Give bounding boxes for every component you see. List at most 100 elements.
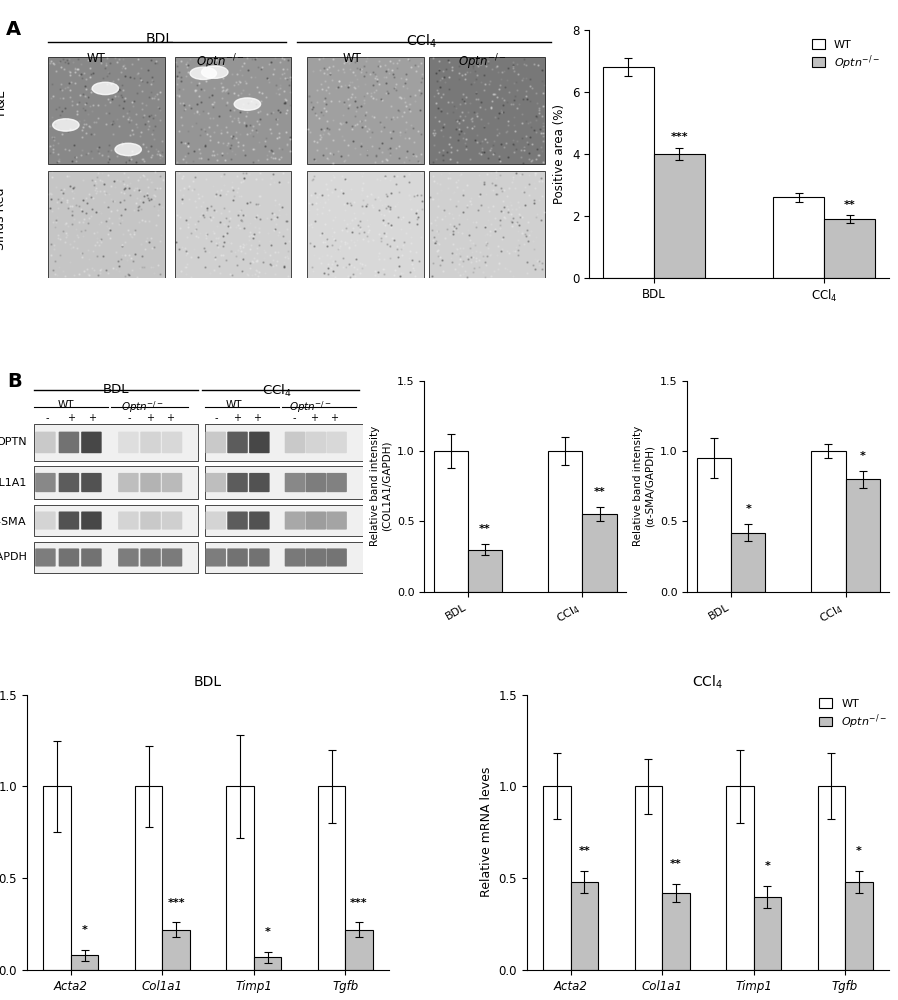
Bar [135, 786, 163, 970]
FancyBboxPatch shape [162, 548, 182, 567]
Circle shape [53, 119, 79, 131]
Title: CCl$_4$: CCl$_4$ [692, 673, 724, 691]
Text: **: ** [844, 200, 856, 210]
FancyBboxPatch shape [140, 473, 161, 492]
FancyBboxPatch shape [81, 511, 101, 530]
FancyBboxPatch shape [206, 473, 226, 492]
Text: WT: WT [343, 52, 362, 65]
FancyBboxPatch shape [305, 432, 326, 453]
Text: -: - [128, 413, 131, 423]
Text: -: - [292, 413, 295, 423]
Bar [548, 451, 583, 592]
Bar [543, 786, 571, 970]
FancyBboxPatch shape [285, 548, 305, 567]
Bar [175, 171, 292, 278]
Text: Sirius Red: Sirius Red [0, 187, 7, 250]
Circle shape [190, 67, 216, 79]
FancyBboxPatch shape [58, 548, 79, 567]
Bar [731, 533, 765, 592]
Text: ***: *** [671, 132, 688, 142]
FancyBboxPatch shape [81, 432, 101, 453]
FancyBboxPatch shape [249, 473, 269, 492]
Text: +: + [145, 413, 154, 423]
Bar [163, 930, 189, 970]
Bar [635, 786, 662, 970]
Bar [654, 154, 705, 278]
Text: *: * [856, 846, 862, 856]
FancyBboxPatch shape [206, 548, 226, 567]
Bar [307, 57, 424, 164]
FancyBboxPatch shape [227, 511, 248, 530]
FancyBboxPatch shape [119, 432, 138, 453]
FancyBboxPatch shape [119, 548, 138, 567]
Text: BDL: BDL [102, 383, 129, 396]
Bar [254, 957, 281, 970]
Bar [429, 171, 545, 278]
Text: $Optn^{-/-}$: $Optn^{-/-}$ [289, 400, 332, 415]
Text: +: + [310, 413, 318, 423]
FancyBboxPatch shape [81, 473, 101, 492]
Bar [697, 458, 731, 592]
Bar [33, 424, 198, 461]
FancyBboxPatch shape [58, 511, 79, 530]
Bar [33, 542, 198, 573]
Text: BDL: BDL [145, 32, 173, 46]
FancyBboxPatch shape [326, 548, 347, 567]
FancyBboxPatch shape [285, 511, 305, 530]
Text: OPTN: OPTN [0, 437, 27, 447]
FancyBboxPatch shape [227, 432, 248, 453]
FancyBboxPatch shape [285, 432, 305, 453]
FancyBboxPatch shape [81, 548, 101, 567]
Bar [818, 786, 845, 970]
Text: **: ** [594, 487, 605, 497]
FancyBboxPatch shape [140, 511, 161, 530]
Bar [205, 424, 363, 461]
Bar [726, 786, 753, 970]
FancyBboxPatch shape [58, 473, 79, 492]
Y-axis label: Relative band intensity
(COL1A1/GAPDH): Relative band intensity (COL1A1/GAPDH) [370, 426, 392, 546]
Text: +: + [66, 413, 75, 423]
Bar [205, 542, 363, 573]
Bar [603, 67, 654, 278]
Text: *: * [859, 451, 866, 461]
Bar [345, 930, 373, 970]
Text: H&E: H&E [0, 88, 7, 115]
Bar [753, 897, 781, 970]
Bar [33, 466, 198, 499]
FancyBboxPatch shape [305, 548, 326, 567]
Bar [48, 171, 164, 278]
Bar [434, 451, 468, 592]
Text: ***: *** [350, 898, 368, 908]
FancyBboxPatch shape [35, 432, 56, 453]
FancyBboxPatch shape [305, 473, 326, 492]
Bar [175, 57, 292, 164]
Text: CCl$_4$: CCl$_4$ [406, 32, 436, 50]
FancyBboxPatch shape [249, 511, 269, 530]
Bar [307, 171, 424, 278]
Text: +: + [88, 413, 96, 423]
Bar [571, 882, 598, 970]
Text: +: + [253, 413, 261, 423]
FancyBboxPatch shape [285, 473, 305, 492]
Text: *: * [265, 927, 270, 937]
Bar [205, 505, 363, 536]
FancyBboxPatch shape [35, 473, 56, 492]
FancyBboxPatch shape [326, 432, 347, 453]
Text: **: ** [578, 846, 590, 856]
Text: -: - [45, 413, 48, 423]
FancyBboxPatch shape [140, 432, 161, 453]
Title: BDL: BDL [194, 675, 222, 689]
FancyBboxPatch shape [305, 511, 326, 530]
Y-axis label: Relative band intensity
(α-SMA/GAPDH): Relative band intensity (α-SMA/GAPDH) [633, 426, 655, 546]
FancyBboxPatch shape [58, 432, 79, 453]
Text: WT: WT [86, 52, 105, 65]
Bar [845, 882, 873, 970]
Bar [846, 479, 880, 592]
Bar [43, 786, 71, 970]
Text: *: * [82, 925, 87, 935]
Bar [662, 893, 690, 970]
Text: WT: WT [57, 400, 74, 410]
Legend: WT, $Optn^{-/-}$: WT, $Optn^{-/-}$ [808, 36, 884, 75]
FancyBboxPatch shape [249, 432, 269, 453]
FancyBboxPatch shape [326, 473, 347, 492]
